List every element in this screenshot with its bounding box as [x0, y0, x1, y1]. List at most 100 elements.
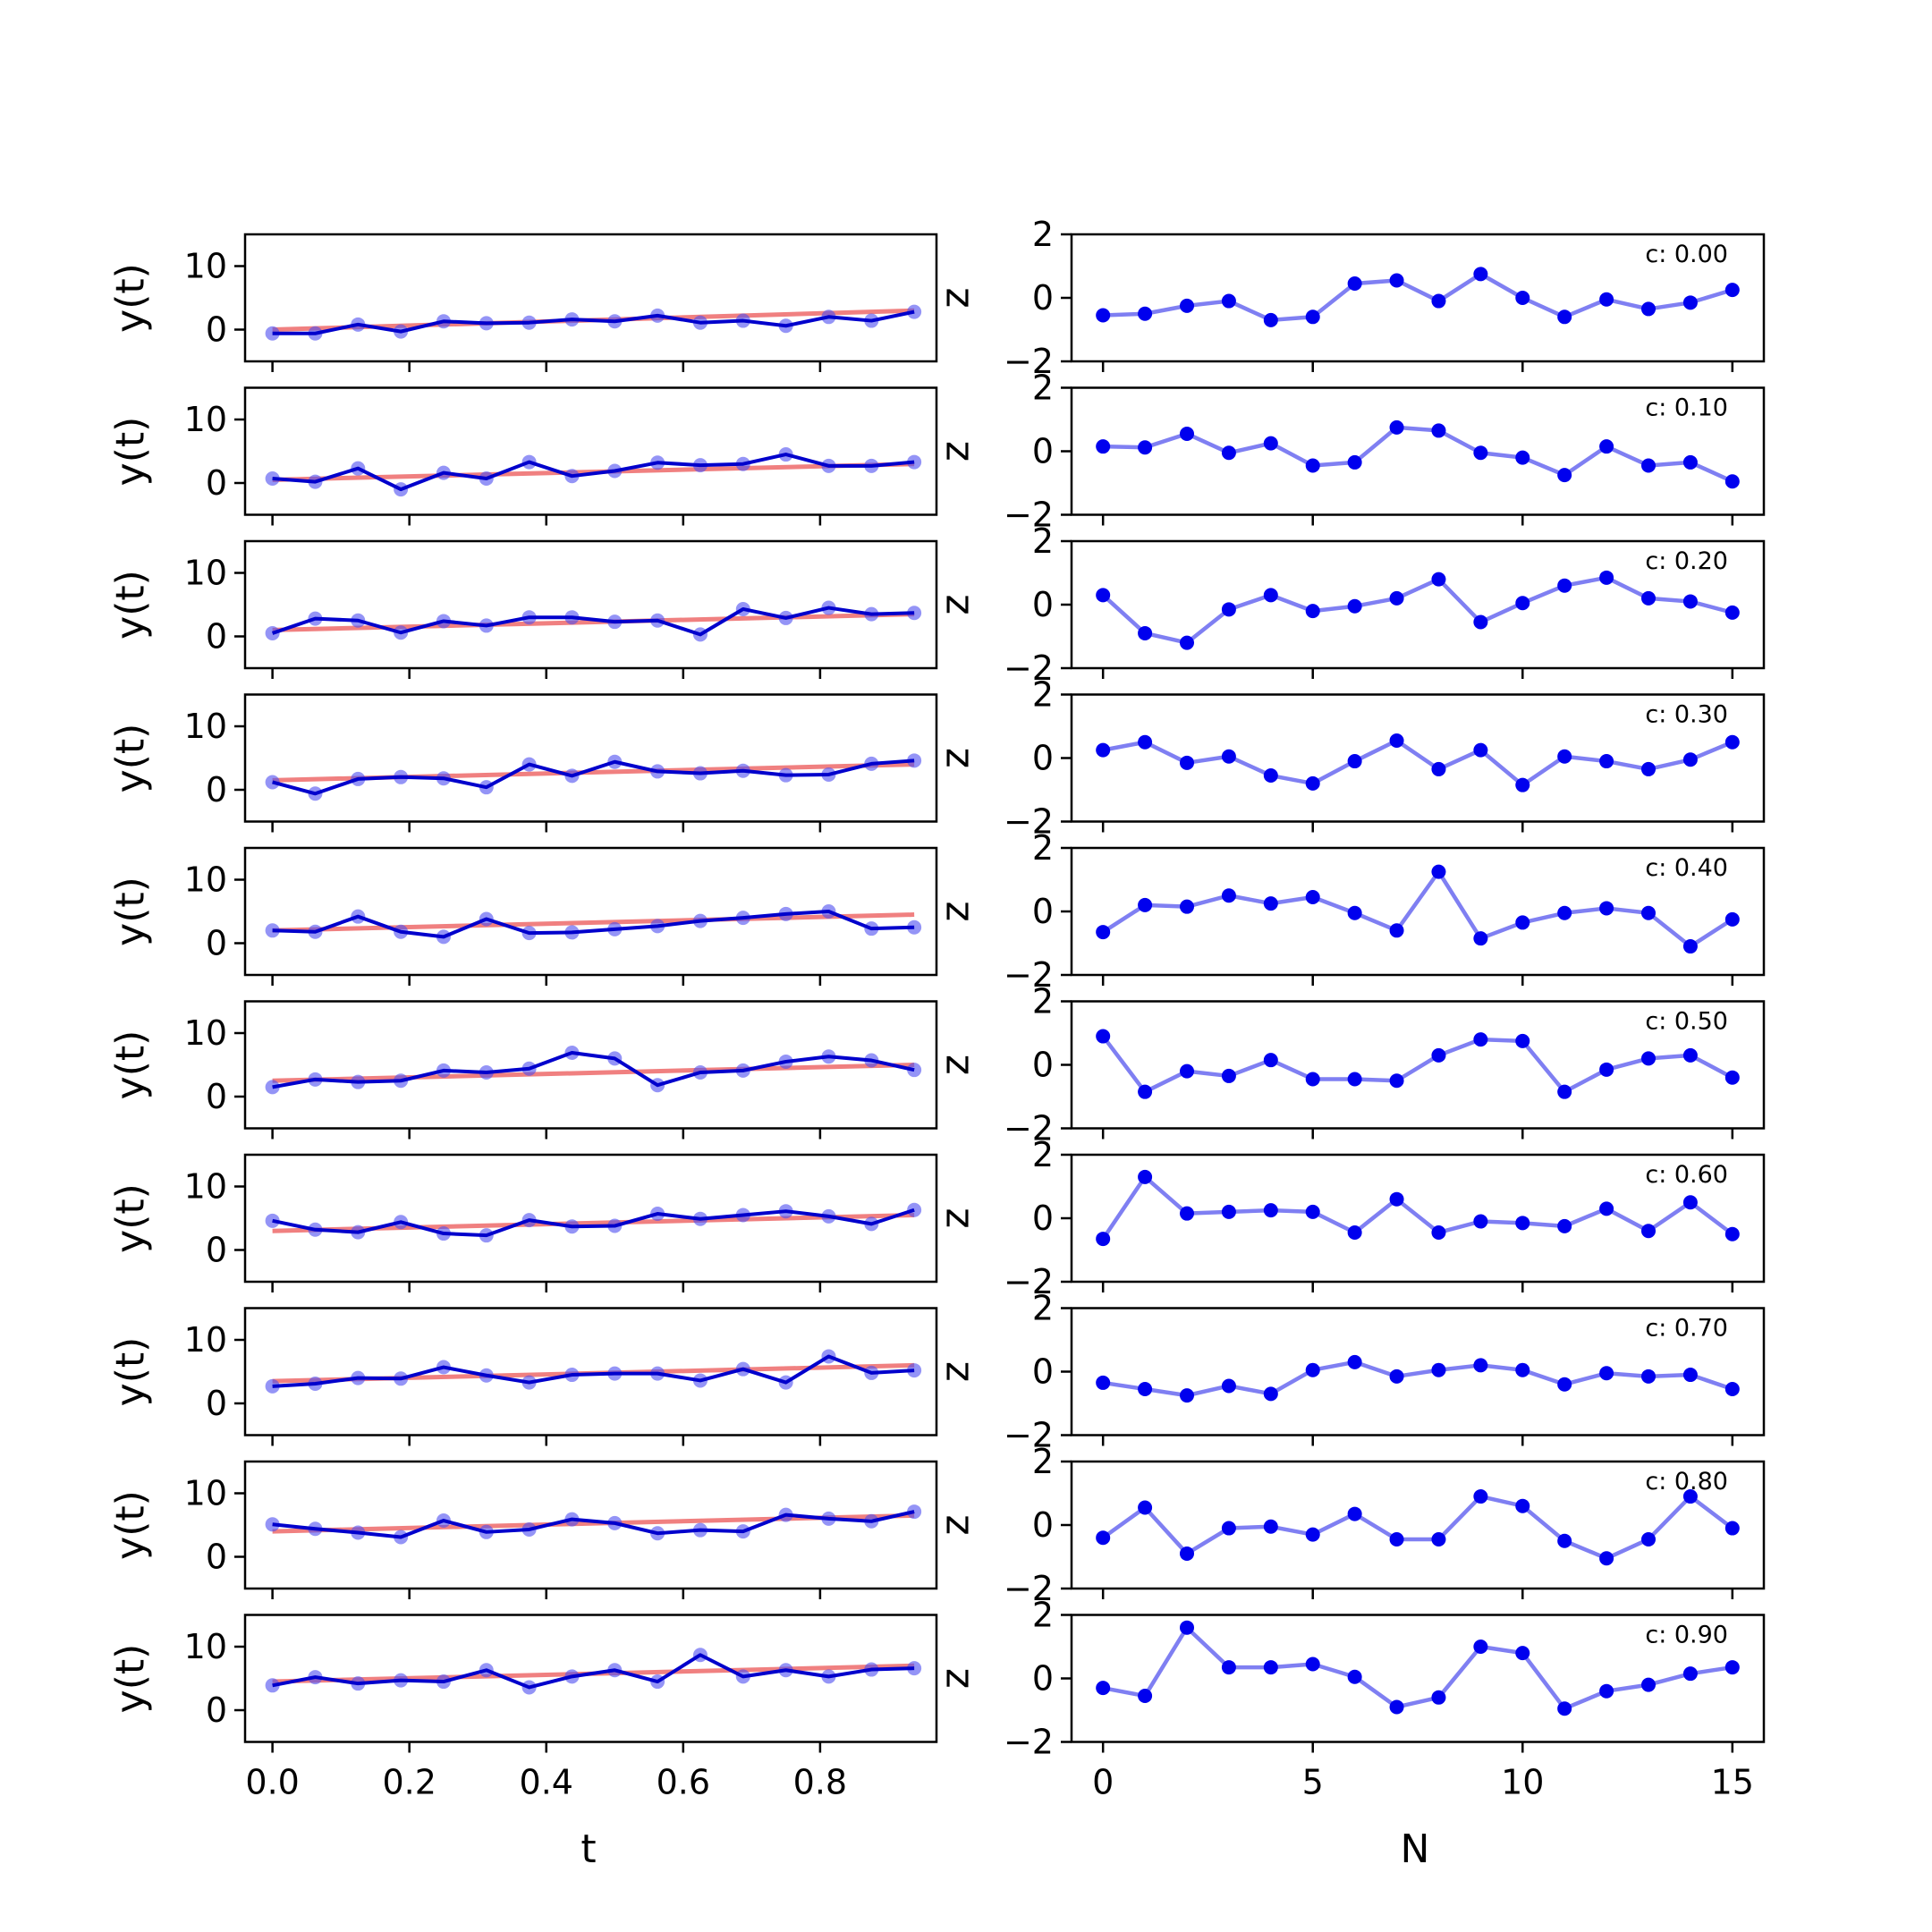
- left-subplot-7: y(t) 0 10: [108, 1307, 938, 1446]
- data-point: [1682, 1195, 1698, 1210]
- data-point: [1180, 1063, 1194, 1079]
- data-point: [1347, 1506, 1362, 1521]
- series-line: [272, 910, 915, 939]
- left-subplot-5: y(t) 0 10: [108, 1000, 938, 1140]
- series-line: [272, 1653, 915, 1690]
- data-point: [1473, 742, 1488, 758]
- series-line: [1101, 1035, 1733, 1094]
- data-point: [1347, 276, 1362, 292]
- data-point: [1263, 1660, 1278, 1675]
- series-line: [272, 1208, 915, 1238]
- series-line: [1102, 1360, 1733, 1398]
- left-y-axis-label: y(t): [108, 877, 154, 946]
- data-point: [1515, 777, 1530, 792]
- data-point: [1641, 1531, 1656, 1546]
- right-y-tick-label: −2: [1004, 802, 1054, 842]
- data-point: [1641, 761, 1656, 776]
- right-y-tick-label: −2: [1004, 342, 1054, 381]
- right-x-axis-label: N: [1401, 1826, 1430, 1872]
- data-point: [1641, 1677, 1656, 1692]
- data-point: [1305, 309, 1320, 325]
- left-plot-frame: [243, 846, 938, 977]
- data-point: [1096, 1232, 1111, 1247]
- data-point: [1180, 426, 1194, 441]
- left-y-axis-label: y(t): [108, 1183, 154, 1253]
- right-subplot-5: z −2 0 2 c: 0.50: [933, 982, 1766, 1148]
- data-point: [1599, 1366, 1614, 1381]
- left-y-tick-label: 0: [206, 1231, 227, 1270]
- left-plot-frame: [243, 1614, 938, 1743]
- right-y-tick-label: −2: [1004, 1109, 1054, 1148]
- left-y-tick-label: 10: [184, 247, 227, 286]
- data-point: [1221, 1660, 1236, 1675]
- right-subplot-4: z −2 0 2 c: 0.40: [933, 828, 1766, 995]
- data-point: [1682, 1489, 1698, 1504]
- data-point: [1599, 1062, 1614, 1077]
- left-y-axis-label: y(t): [108, 1337, 154, 1407]
- right-x-tick-label: 15: [1711, 1763, 1754, 1802]
- data-point: [1389, 1368, 1404, 1384]
- left-subplot-1: y(t) 0 10: [108, 386, 938, 526]
- data-point: [1515, 596, 1530, 611]
- left-y-axis-label: y(t): [108, 570, 154, 640]
- data-point: [1724, 1521, 1740, 1536]
- left-plot-frame: [243, 1000, 938, 1130]
- left-y-tick-label: 10: [184, 1474, 227, 1513]
- data-point: [1515, 1033, 1530, 1048]
- data-point: [1431, 1531, 1446, 1546]
- right-y-axis-label: z: [933, 901, 979, 921]
- data-point: [1641, 301, 1656, 317]
- data-point: [1599, 754, 1614, 769]
- data-point: [1515, 1498, 1530, 1513]
- data-point: [1263, 1203, 1278, 1218]
- left-y-tick-label: 0: [206, 310, 227, 350]
- right-plot-frame: [1070, 1153, 1766, 1284]
- left-y-axis-label: y(t): [108, 1490, 154, 1560]
- c-annotation: c: 0.50: [1645, 1008, 1728, 1036]
- data-point: [1221, 1204, 1236, 1219]
- left-y-tick-label: 0: [206, 617, 227, 657]
- data-point: [1599, 1551, 1614, 1566]
- data-point: [1096, 1029, 1111, 1044]
- right-plot-frame: [1070, 386, 1766, 516]
- right-y-tick-label: 2: [1032, 1289, 1054, 1328]
- c-annotation: c: 0.90: [1645, 1622, 1728, 1649]
- data-point: [1389, 1531, 1404, 1546]
- right-y-tick-label: 0: [1032, 585, 1054, 624]
- data-point: [1263, 1386, 1278, 1402]
- series-line: [1101, 869, 1734, 949]
- left-subplot-8: y(t) 0 10: [108, 1460, 938, 1599]
- series-line: [272, 1051, 915, 1089]
- data-point: [1431, 864, 1446, 879]
- left-x-tick-label: 0.8: [793, 1763, 847, 1802]
- left-y-axis-label: y(t): [108, 724, 154, 793]
- left-y-tick-label: 10: [184, 554, 227, 593]
- data-point: [1138, 625, 1153, 640]
- left-x-tick-label: 0.4: [520, 1763, 573, 1802]
- series-line: [1102, 1625, 1733, 1711]
- left-y-tick-label: 10: [184, 1627, 227, 1666]
- data-point: [1599, 292, 1614, 307]
- data-point: [1641, 1368, 1656, 1384]
- data-point: [1389, 733, 1404, 748]
- data-point: [1305, 604, 1320, 619]
- data-point: [1305, 1204, 1320, 1219]
- data-point: [1389, 273, 1404, 288]
- data-point: [1096, 588, 1111, 603]
- data-point: [1347, 598, 1362, 614]
- data-point: [1305, 1527, 1320, 1542]
- right-subplot-2: z −2 0 2 c: 0.20: [933, 521, 1766, 688]
- data-point: [1096, 925, 1111, 940]
- data-point: [1599, 439, 1614, 454]
- left-plot-frame: [243, 1153, 938, 1284]
- data-point: [1431, 1224, 1446, 1240]
- c-annotation: c: 0.30: [1645, 701, 1728, 729]
- data-point: [1641, 1051, 1656, 1066]
- right-subplot-9: z −2 0 2 0 5 10 15 c: 0.90: [933, 1596, 1766, 1802]
- data-point: [1096, 1681, 1111, 1696]
- data-point: [1138, 897, 1153, 912]
- left-subplot-3: y(t) 0 10: [108, 693, 938, 833]
- right-y-tick-label: 0: [1032, 1352, 1054, 1392]
- data-point: [1221, 1068, 1236, 1083]
